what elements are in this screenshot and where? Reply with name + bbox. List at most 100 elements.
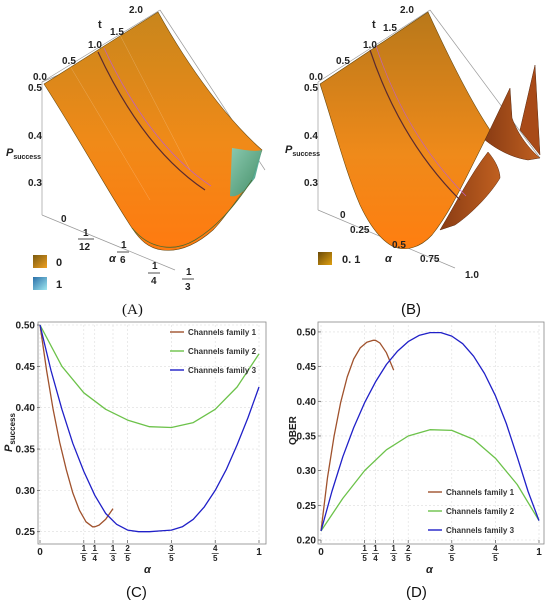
c-x-tick-6: 45 [211,544,219,563]
c-x-tick-den-1: 5 [82,554,87,563]
panel-d-frame [317,321,545,545]
d-x-tick-1: 15 [361,544,369,563]
panel-a-box [41,9,266,271]
panel-a-z-tick-0: 0.5 [28,83,42,94]
d-x-tick-num-4: 2 [406,544,411,553]
d-series-line-2 [320,429,540,532]
c-x-tick-den-3: 3 [111,554,116,563]
d-x-tick-7: 1 [536,547,542,558]
c-y-tick-1: 0.30 [16,486,36,497]
c-legend-label-1: Channels family 1 [188,328,257,337]
d-y-tick-3: 0.35 [297,431,317,442]
c-x-tick-num-1: 1 [82,544,87,553]
svg-text:6: 6 [120,255,126,266]
svg-text:1: 1 [152,261,158,272]
panel-b-t-tick-2: 1.0 [363,40,377,51]
d-x-tick-num-2: 1 [373,544,378,553]
d-x-tick-0: 0 [318,547,324,558]
c-x-tick-4: 25 [124,544,132,563]
svg-text:3: 3 [185,282,191,293]
panel-b-alpha-tick-2: 0.5 [392,240,406,251]
panel-b-alpha-tick-4: 1.0 [465,270,479,281]
panel-d-x-label: α [426,564,434,576]
d-legend-label-2: Channels family 2 [446,507,515,516]
c-x-tick-den-5: 5 [169,554,174,563]
panel-a-t-tick-3: 1.5 [110,27,124,38]
panel-a-t-label: t [98,19,102,31]
panel-b-brown-fin-2 [484,87,541,161]
c-x-tick-1: 15 [80,544,88,563]
panel-a-z-tick-2: 0.3 [28,178,42,189]
c-x-tick-0: 0 [37,547,43,558]
panel-c-caption: (C) [126,584,147,601]
panel-c-legend: Channels family 1 Channels family 2 Channe… [170,328,257,375]
d-x-tick-den-2: 4 [373,554,378,563]
panel-a-alpha-tick-3: 1 3 [182,267,194,293]
panel-a-ridge-1 [97,51,206,191]
panel-a-teal-region [230,148,262,197]
panel-a-legend-swatch-1 [33,277,47,290]
panel-c-y-label: Psuccess [3,413,17,452]
d-x-tick-3: 13 [390,544,398,563]
panel-a-z-label: Psuccess [6,147,41,161]
svg-text:1: 1 [121,240,127,251]
panel-b-brown-fin-3 [519,64,541,156]
c-x-tick-5: 35 [167,544,175,563]
d-y-tick-1: 0.25 [297,501,317,512]
panel-a-legend: 0 1 [33,255,62,291]
panel-b-brown-fin-1 [439,151,501,231]
d-y-tick-4: 0.40 [297,397,317,408]
c-series-line-1 [39,324,114,528]
panel-b-t-tick-0: 0.0 [309,72,323,83]
panel-b-z-label: Psuccess [285,144,320,158]
panel-b-z-tick-1: 0.4 [304,131,318,142]
d-x-tick-num-3: 1 [391,544,396,553]
d-x-tick-num-5: 3 [450,544,455,553]
panel-b-surface [319,11,491,249]
panel-d-chart: 0.200.250.300.350.400.450.50 0 1514132535… [288,321,545,601]
d-y-tick-2: 0.30 [297,466,317,477]
panel-a-t-tick-0: 0.0 [33,72,47,83]
panel-b-ridge [369,49,461,201]
panel-c-x-label: α [144,564,152,576]
panel-b-z-tick-0: 0.5 [304,83,318,94]
c-x-tick-7: 1 [256,547,262,558]
c-x-tick-num-3: 1 [111,544,116,553]
svg-text:1: 1 [186,267,192,278]
d-x-tick-num-1: 1 [362,544,367,553]
c-x-tick-num-6: 4 [213,544,218,553]
panel-a-ridge-2 [103,47,212,187]
panel-b-legend: 0. 1 [318,252,360,266]
c-x-tick-num-4: 2 [125,544,130,553]
c-x-tick-den-4: 5 [125,554,130,563]
panel-b-alpha-tick-3: 0.75 [420,254,440,265]
panel-a-z-tick-3: 0 [61,214,67,225]
d-x-tick-den-1: 5 [362,554,367,563]
c-series-line-3 [39,324,260,533]
panel-b-caption: (B) [401,301,421,318]
c-y-tick-2: 0.35 [16,445,36,456]
panel-a-legend-label-0: 0 [56,257,62,269]
d-x-tick-den-6: 5 [493,554,498,563]
svg-text:4: 4 [151,276,157,287]
panel-a-surface-plot: t 0.0 0.5 1.0 1.5 2.0 Psuccess 0.5 0.4 0… [6,5,266,318]
panel-b-alpha-tick-1: 0.25 [350,225,370,236]
panel-a-t-tick-4: 2.0 [129,5,143,16]
panel-c-y-ticks: 0.25 0.30 0.35 0.40 0.45 0.50 [16,321,40,538]
panel-a-alpha-tick-1: 1 6 [117,240,129,266]
panel-c-frame [37,321,267,545]
d-series-line-3 [320,331,540,532]
c-y-tick-4: 0.45 [16,362,36,373]
panel-a-z-tick-1: 0.4 [28,131,42,142]
d-legend-label-1: Channels family 1 [446,488,515,497]
d-x-tick-5: 35 [448,544,456,563]
panel-a-t-tick-1: 0.5 [62,56,76,67]
panel-b-t-tick-1: 0.5 [336,56,350,67]
panel-b-legend-swatch-0 [318,252,332,265]
c-series-line-2 [39,324,260,429]
panel-a-grid [69,34,191,201]
c-y-tick-0: 0.25 [16,527,36,538]
